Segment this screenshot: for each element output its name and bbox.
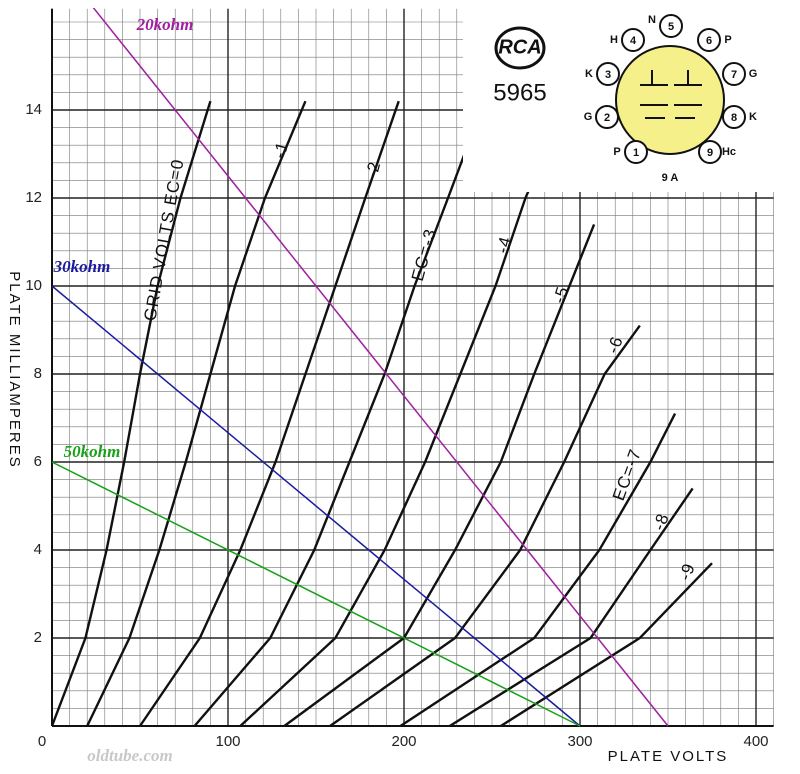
pin-letter: N [648,14,656,26]
x-axis-label: PLATE VOLTS [608,748,729,765]
series-line [92,8,669,727]
series-line [139,100,400,727]
pin-letter: P [724,34,731,46]
series-label: EC=-7 [609,446,645,503]
series-label: -6 [603,333,627,356]
pin-letter: G [584,111,593,123]
socket [615,45,725,155]
pin-letter: P [613,146,620,158]
series-line [239,144,550,727]
x-tick-label: 100 [215,733,240,750]
series-label: -8 [649,510,673,533]
series-label: -4 [493,234,516,255]
series-label: -9 [675,560,699,583]
pin [596,62,620,86]
x-tick-label: 300 [567,733,592,750]
series-line [52,285,581,727]
y-tick-label: 4 [34,541,42,558]
y-tick-label: 6 [34,453,42,470]
series-line [86,100,307,727]
series-label: 50kohm [64,442,121,461]
base-type: 9 A [662,172,679,184]
logo-ring [494,26,546,70]
series-line [500,562,713,727]
pin [698,140,722,164]
pin-number: 4 [630,35,637,47]
pin [621,28,645,52]
y-tick-label: 8 [34,365,42,382]
y-axis-label: PLATE MILLIAMPERES [6,271,23,468]
watermark: oldtube.com [87,746,172,765]
pin-letter: H [610,34,618,46]
x-tick-label: 400 [743,733,768,750]
pin [624,140,648,164]
y-tick-label: 12 [25,189,42,206]
series-line [399,413,677,727]
pin [659,14,683,38]
y-tick-label: 10 [25,277,42,294]
pin-letter: Hc [722,146,736,158]
x-tick-label: 0 [38,733,46,750]
pin-number: 2 [604,112,610,124]
pin [595,105,619,129]
series-line [52,100,212,727]
pin-number: 8 [731,112,737,124]
series-label: -2 [362,159,385,180]
pin-letter: G [749,68,758,80]
series-label: 20kohm [136,15,194,34]
electrodes [640,70,702,119]
series-line [449,487,694,727]
series-label: -1 [270,139,293,160]
series-line [193,127,476,727]
x-tick-label: 200 [391,733,416,750]
pin [722,105,746,129]
series-label: GRID VOLTS EC=0 [140,157,187,322]
series-label: EC=-3 [408,226,440,283]
y-tick-label: 2 [34,629,42,646]
series-line [329,324,641,727]
curves [52,8,713,727]
pin-number: 1 [633,147,639,159]
pin-number: 5 [668,21,674,33]
series-line [52,461,581,727]
pin-number: 6 [706,35,712,47]
pin-letter: K [585,68,593,80]
pin [697,28,721,52]
logo: RCA [498,36,541,58]
pin-number: 9 [707,147,713,159]
pin-number: 3 [605,69,611,81]
pin-letter: K [749,111,757,123]
pin-number: 7 [731,69,737,81]
tube-number: 5965 [493,79,546,106]
pin [722,62,746,86]
series-label: 30kohm [53,257,111,276]
y-tick-label: 14 [25,101,42,118]
series-label: -5 [549,284,572,306]
